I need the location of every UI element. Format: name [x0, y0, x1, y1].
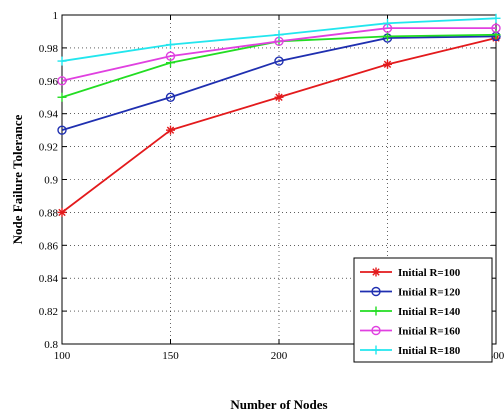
- data-point: [57, 92, 67, 102]
- data-point: [383, 18, 392, 28]
- series-line: [57, 13, 501, 66]
- data-point: [166, 125, 175, 135]
- y-tick-label: 0.88: [39, 207, 59, 219]
- data-point: [57, 76, 67, 86]
- legend-item: Initial R=160: [360, 326, 461, 338]
- y-tick-label: 0.98: [39, 43, 59, 55]
- axes-ticks: 0.8 0.82 0.84 0.86 0.88 0.9 0.92 0.94 0.96 0.98 1 1…: [39, 10, 504, 362]
- y-tick-label: 0.86: [39, 240, 59, 252]
- data-point: [274, 92, 284, 102]
- x-tick-label: 200: [271, 350, 288, 362]
- grid: [62, 15, 496, 344]
- x-tick-label: 100: [54, 350, 71, 362]
- y-tick-label: 0.82: [39, 306, 58, 318]
- data-point: [371, 286, 381, 297]
- series-path: [61, 35, 497, 132]
- legend-item: Initial R=180: [360, 345, 461, 357]
- series-line: [57, 23, 501, 86]
- y-tick-label: 1: [53, 10, 59, 22]
- data-point: [383, 59, 392, 69]
- y-axis-label: Node Failure Tolerance: [10, 114, 25, 244]
- legend-item: Initial R=100: [360, 267, 461, 279]
- data-point: [274, 56, 284, 66]
- data-point: [57, 207, 67, 217]
- data-point: [165, 51, 176, 61]
- y-tick-label: 0.92: [39, 142, 58, 154]
- legend-box: [353, 257, 493, 363]
- legend-label: Initial R=140: [398, 306, 461, 318]
- legend-label: Initial R=160: [398, 326, 461, 338]
- series-path: [61, 27, 496, 82]
- data-point: [371, 306, 381, 316]
- series-path: [61, 37, 497, 214]
- x-tick-label: 150: [162, 350, 179, 362]
- y-tick-label: 0.84: [39, 273, 59, 285]
- data-point: [491, 23, 501, 33]
- series-group: [57, 13, 501, 217]
- data-point: [166, 40, 175, 50]
- x-axis-label: Number of Nodes: [230, 397, 327, 412]
- y-tick-label: 0.9: [44, 175, 58, 187]
- y-tick-label: 0.94: [39, 109, 59, 121]
- data-point: [57, 56, 67, 66]
- legend: Initial R=100 Initial R=120 Initial R=140 I…: [353, 257, 493, 363]
- data-point: [491, 13, 501, 23]
- legend-label: Initial R=100: [398, 267, 461, 279]
- y-tick-label: 0.8: [44, 339, 58, 351]
- legend-label: Initial R=120: [398, 287, 461, 299]
- data-point: [371, 345, 381, 355]
- data-point: [371, 325, 381, 336]
- data-point: [274, 30, 284, 40]
- data-point: [57, 125, 67, 135]
- data-point: [165, 92, 176, 102]
- legend-item: Initial R=140: [360, 306, 461, 318]
- y-tick-label: 0.96: [39, 76, 59, 88]
- series-line: [57, 31, 501, 135]
- data-point: [371, 267, 381, 277]
- data-point: [383, 31, 392, 41]
- legend-label: Initial R=180: [398, 345, 461, 357]
- legend-item: Initial R=120: [360, 287, 461, 299]
